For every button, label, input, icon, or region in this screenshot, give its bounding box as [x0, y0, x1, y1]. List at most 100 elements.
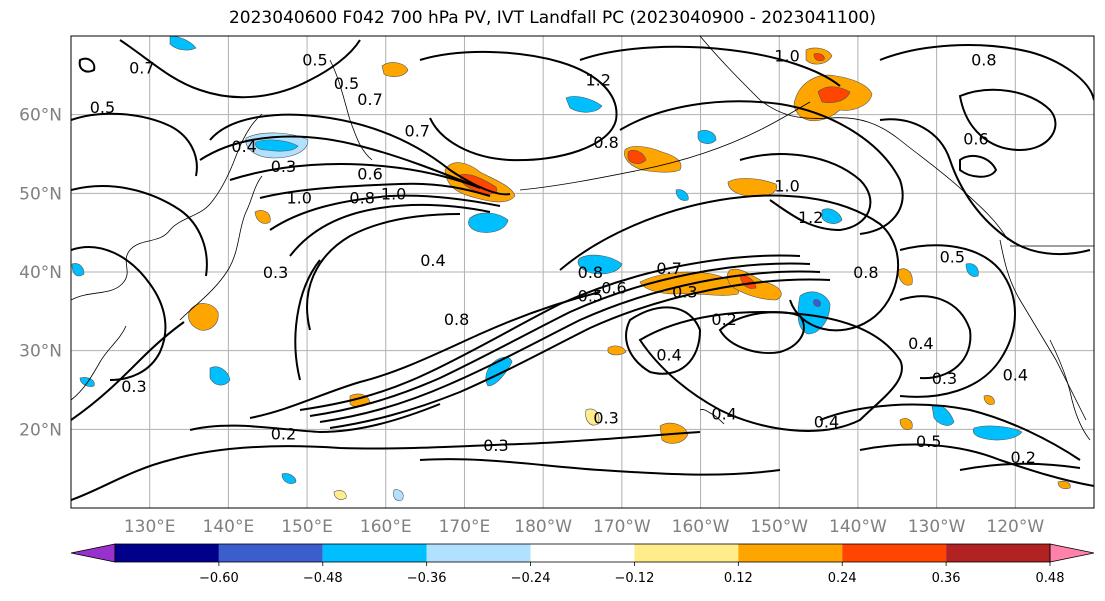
positive-anomaly: [254, 210, 271, 224]
contour-label: 0.7: [357, 90, 382, 109]
negative-anomaly: [468, 212, 509, 233]
negative-anomaly: [71, 263, 85, 277]
negative-anomaly: [577, 254, 623, 275]
colorbar-segment: [530, 544, 635, 562]
longitude-label: 150°E: [281, 517, 333, 537]
colorbar-frame: [114, 543, 1051, 563]
pv-contour: [419, 51, 618, 162]
pv-contour: [289, 204, 491, 257]
contour-label: 0.3: [593, 409, 618, 428]
positive-anomaly: [188, 303, 219, 331]
pv-contour: [259, 182, 491, 199]
colorbar-segment: [842, 544, 947, 562]
colorbar-segment: [426, 544, 531, 562]
colorbar-tick-label: −0.24: [511, 571, 551, 586]
latitude-label: 20°N: [19, 420, 62, 440]
longitude-label: 130°W: [908, 517, 966, 537]
japan-coast: [179, 175, 263, 321]
pv-contour: [269, 194, 501, 231]
positive-anomaly: [739, 275, 757, 289]
pv-contour: [959, 154, 998, 178]
positive-anomaly: [1057, 480, 1071, 490]
positive-anomaly: [381, 62, 409, 77]
latitude-label: 60°N: [19, 106, 62, 126]
positive-anomaly: [607, 345, 627, 356]
contour-label: 0.3: [483, 436, 508, 455]
pv-contour: [306, 213, 461, 331]
contour-label: 0.3: [271, 157, 296, 176]
pv-contour: [78, 57, 96, 73]
na-west-coast: [999, 239, 1087, 421]
contour-label: 0.4: [908, 334, 933, 353]
pv-contour: [71, 459, 171, 501]
contour-label: 0.8: [593, 133, 618, 152]
contour-label: 0.5: [334, 74, 359, 93]
pv-contour: [718, 311, 805, 354]
pv-contour: [879, 44, 1094, 101]
positive-anomaly: [817, 86, 851, 103]
contour-label: 0.3: [672, 283, 697, 302]
contour-label: 0.6: [963, 129, 988, 148]
negative-anomaly: [169, 36, 197, 51]
colorbar-tick-label: 0.24: [828, 571, 857, 586]
pv-contour: [71, 321, 185, 421]
negative-anomaly: [972, 425, 1023, 441]
longitude-labels: 130°E 140°E 150°E 160°E 170°E 180°W 170°W 160°W…: [124, 517, 1045, 537]
latitude-label: 30°N: [19, 342, 62, 362]
contour-label: 0.5: [578, 287, 603, 306]
positive-anomaly: [333, 490, 347, 500]
colorbar-tick-label: 0.12: [724, 571, 753, 586]
colorbar-tick-label: −0.36: [407, 571, 447, 586]
contour-label: 0.4: [814, 412, 839, 431]
colorbar-segment: [218, 544, 323, 562]
contour-label: 0.5: [90, 98, 115, 117]
longitude-label: 150°W: [750, 517, 808, 537]
pv-contour: [319, 270, 821, 423]
colorbar-tick-label: −0.12: [615, 571, 655, 586]
pv-contour: [71, 246, 167, 381]
map-title: 2023040600 F042 700 hPa PV, IVT Landfall…: [228, 8, 876, 28]
positive-anomaly: [899, 418, 913, 430]
contour-label: 0.2: [711, 310, 736, 329]
china-coast: [71, 325, 127, 401]
contour-label: 0.8: [578, 263, 603, 282]
colorbar-extend-high: [1049, 543, 1095, 563]
contour-label: 0.7: [405, 121, 430, 140]
contour-label: 0.3: [263, 263, 288, 282]
contour-label: 1.0: [774, 47, 799, 66]
contour-labels: 0.50.70.50.50.70.40.31.0 0.8 1.00.60.71.21…: [90, 47, 1036, 467]
pv-contour: [579, 45, 841, 87]
colorbar-tick-label: 0.36: [932, 571, 961, 586]
contour-label: 0.6: [601, 279, 626, 298]
negative-anomaly: [393, 489, 404, 501]
colorbar-extend-low: [70, 543, 116, 563]
negative-anomaly: [281, 473, 297, 484]
longitude-label: 160°W: [672, 517, 730, 537]
contour-label: 0.8: [853, 263, 878, 282]
pv-contour: [899, 244, 1016, 398]
positive-anomaly: [983, 395, 995, 405]
pv-contour: [899, 295, 972, 380]
negative-anomaly: [565, 96, 603, 113]
pv-contour: [959, 462, 1081, 471]
pv-contour: [249, 291, 601, 419]
negative-anomaly: [797, 291, 831, 335]
longitude-label: 120°W: [986, 517, 1044, 537]
negative-anomaly: [675, 189, 689, 201]
pv-contour: [71, 185, 208, 277]
contour-label: 1.2: [586, 70, 611, 89]
longitude-label: 140°E: [203, 517, 255, 537]
negative-anomaly: [79, 377, 95, 387]
pv-contour: [309, 262, 811, 417]
colorbar-segment: [322, 544, 427, 562]
contour-label: 0.5: [916, 432, 941, 451]
longitude-label: 170°E: [439, 517, 491, 537]
contour-label: 0.8: [349, 188, 374, 207]
contour-label: 0.5: [302, 51, 327, 70]
positive-anomaly: [897, 268, 913, 286]
longitude-label: 140°W: [829, 517, 887, 537]
contour-label: 1.0: [774, 176, 799, 195]
contour-label: 0.2: [271, 424, 296, 443]
contour-label: 0.8: [971, 51, 996, 70]
